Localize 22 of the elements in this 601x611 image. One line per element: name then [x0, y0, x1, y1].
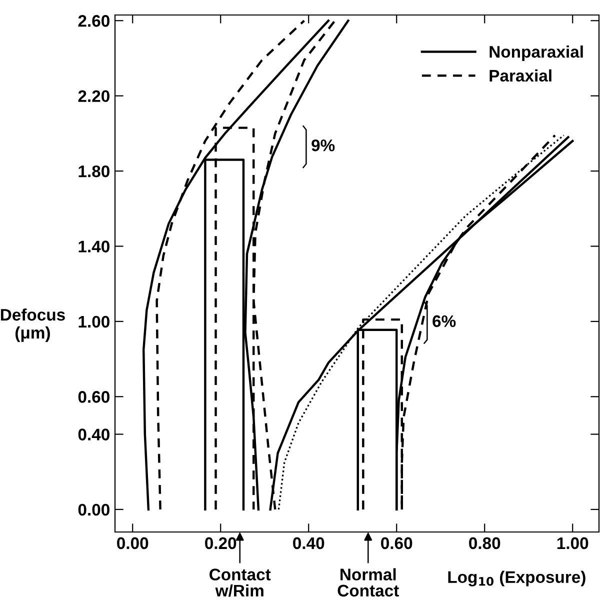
text: Contact w/Rim: [210, 568, 271, 597]
x-axis-title: Log$_{10}$ (Exposure): [448, 570, 586, 586]
text: Normal Contact: [338, 568, 399, 597]
y-tick-label: 1.80: [78, 165, 110, 178]
x-tick-label: 0.20: [205, 537, 236, 550]
x-tick-label: 0.60: [381, 537, 412, 550]
x-tick-label: 1.00: [557, 537, 588, 550]
y-tick-label: 2.60: [78, 15, 110, 27]
y-tick-label: 0.00: [78, 504, 110, 516]
legend-label: Paraxial: [490, 69, 552, 82]
y-tick-label: 1.40: [78, 240, 110, 252]
y-tick-label: 0.60: [78, 391, 110, 403]
x-tick-label: 0.40: [293, 537, 324, 550]
x-tick-label: 0.80: [469, 537, 500, 550]
annotation: 9%: [312, 140, 335, 152]
y-tick-label: 2.20: [78, 90, 110, 102]
x-tick-label: 0.00: [117, 537, 148, 550]
y-axis-title: Defocus (μm): [0, 308, 65, 342]
annotation: 6%: [432, 315, 456, 328]
y-tick-label: 0.40: [78, 428, 110, 440]
legend-label: Nonparaxial: [490, 46, 583, 62]
y-tick-label: 1.00: [78, 316, 110, 328]
